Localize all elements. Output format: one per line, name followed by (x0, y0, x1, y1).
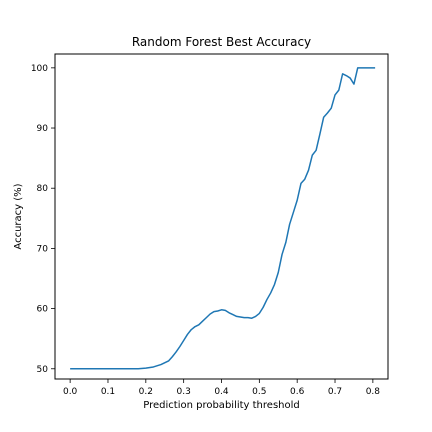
y-axis-ticks: 50 60 70 80 90 100 (31, 64, 55, 375)
y-tick-label: 70 (37, 244, 49, 254)
y-tick-label: 80 (37, 184, 49, 194)
x-axis-ticks: 0.0 0.1 0.2 0.3 0.4 0.5 0.6 0.7 0.8 (63, 379, 380, 397)
plot-frame (54, 53, 389, 380)
y-axis-label: Accuracy (%) (13, 183, 24, 249)
x-tick-label: 0.5 (252, 387, 266, 397)
chart-title: Random Forest Best Accuracy (132, 35, 311, 49)
x-axis-label: Prediction probability threshold (143, 400, 299, 411)
x-tick-label: 0.7 (328, 387, 342, 397)
plot-line-layer (70, 67, 376, 370)
y-tick-label: 60 (37, 305, 49, 315)
x-tick-label: 0.1 (101, 387, 115, 397)
x-tick-label: 0.0 (63, 387, 78, 397)
x-tick-label: 0.4 (214, 387, 229, 397)
x-tick-label: 0.8 (366, 387, 381, 397)
x-tick-label: 0.6 (290, 387, 305, 397)
y-tick-label: 100 (31, 64, 48, 74)
y-tick-label: 90 (37, 124, 49, 134)
y-tick-label: 50 (37, 365, 49, 375)
x-tick-label: 0.3 (176, 387, 190, 397)
accuracy-series-line (70, 67, 376, 370)
x-tick-label: 0.2 (139, 387, 153, 397)
